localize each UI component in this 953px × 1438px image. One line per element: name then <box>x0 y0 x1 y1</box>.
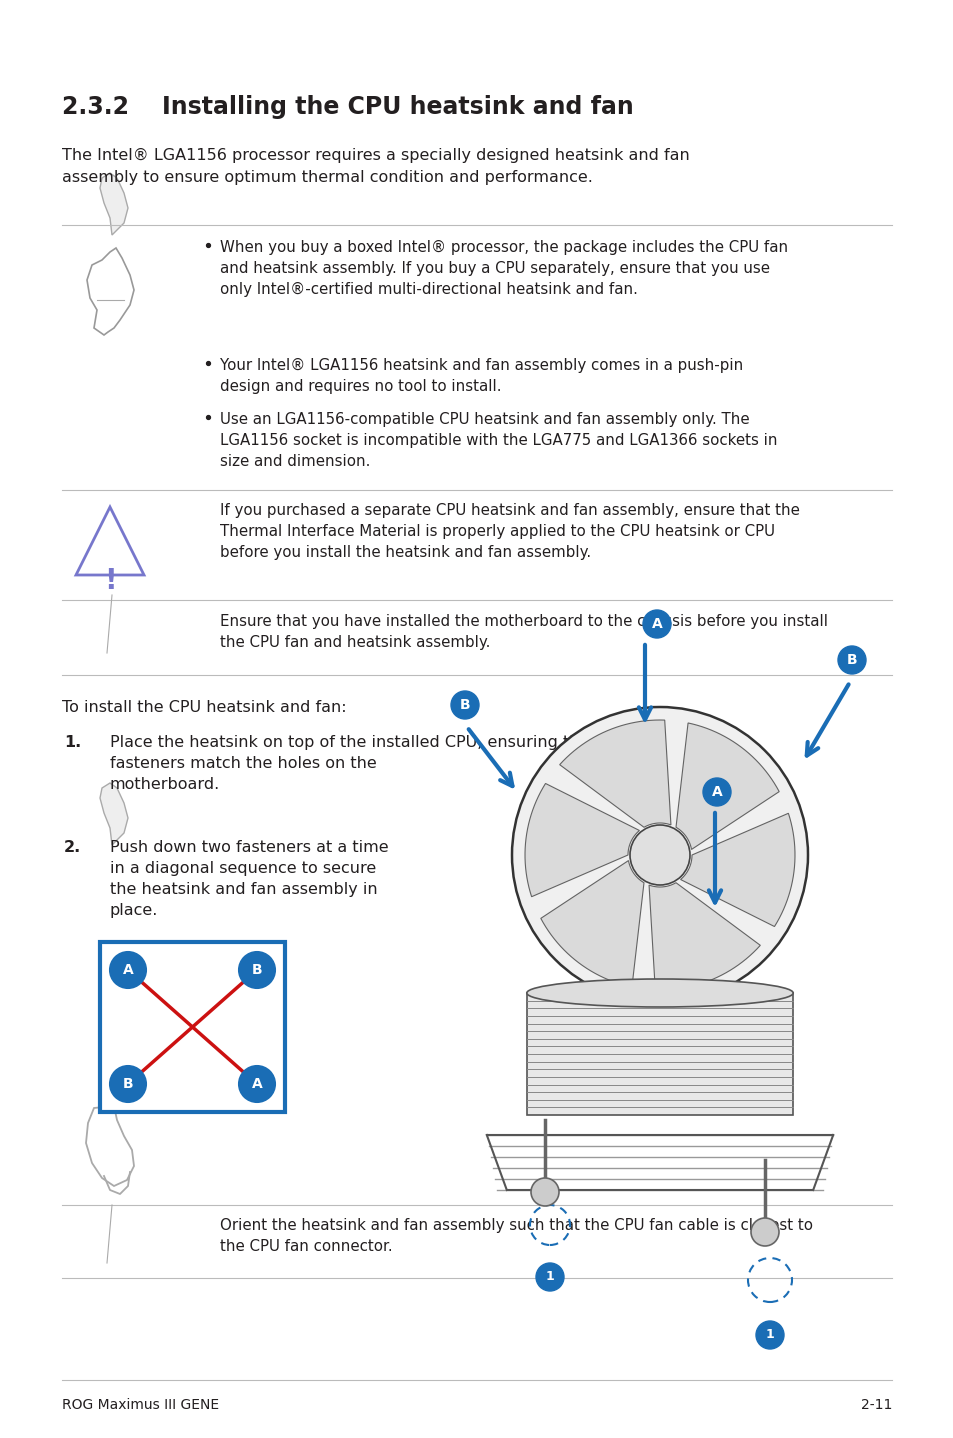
Polygon shape <box>648 883 760 989</box>
Text: Orient the heatsink and fan assembly such that the CPU fan cable is closest to
t: Orient the heatsink and fan assembly suc… <box>220 1218 812 1254</box>
Text: Your Intel® LGA1156 heatsink and fan assembly comes in a push-pin
design and req: Your Intel® LGA1156 heatsink and fan ass… <box>220 358 742 394</box>
Text: 2.: 2. <box>64 840 81 856</box>
Text: ROG Maximus III GENE: ROG Maximus III GENE <box>62 1398 219 1412</box>
Circle shape <box>451 692 478 719</box>
Text: Place the heatsink on top of the installed CPU, ensuring that the four
fasteners: Place the heatsink on top of the install… <box>110 735 664 792</box>
Text: B: B <box>459 697 470 712</box>
Text: 1: 1 <box>765 1329 774 1342</box>
Text: B: B <box>846 653 857 667</box>
Circle shape <box>750 1218 779 1245</box>
Polygon shape <box>540 860 643 986</box>
Circle shape <box>837 646 865 674</box>
Polygon shape <box>559 720 670 827</box>
Text: A: A <box>711 785 721 800</box>
Polygon shape <box>100 173 128 234</box>
Text: To install the CPU heatsink and fan:: To install the CPU heatsink and fan: <box>62 700 346 715</box>
Polygon shape <box>676 723 779 850</box>
Text: A: A <box>252 1077 262 1091</box>
Text: !: ! <box>104 567 116 595</box>
Circle shape <box>239 952 274 988</box>
Text: Push down two fasteners at a time
in a diagonal sequence to secure
the heatsink : Push down two fasteners at a time in a d… <box>110 840 388 917</box>
Text: B: B <box>123 1077 133 1091</box>
Text: 1.: 1. <box>64 735 81 751</box>
Bar <box>526 994 792 1114</box>
Polygon shape <box>100 784 128 846</box>
Circle shape <box>755 1322 783 1349</box>
Text: 2-11: 2-11 <box>860 1398 891 1412</box>
Text: Ensure that you have installed the motherboard to the chassis before you install: Ensure that you have installed the mothe… <box>220 614 827 650</box>
Circle shape <box>239 1066 274 1102</box>
Bar <box>100 942 285 1112</box>
Circle shape <box>531 1178 558 1206</box>
Circle shape <box>110 1066 146 1102</box>
Ellipse shape <box>526 979 792 1007</box>
Circle shape <box>536 1263 563 1291</box>
Text: If you purchased a separate CPU heatsink and fan assembly, ensure that the
Therm: If you purchased a separate CPU heatsink… <box>220 503 799 559</box>
Text: When you buy a boxed Intel® processor, the package includes the CPU fan
and heat: When you buy a boxed Intel® processor, t… <box>220 240 787 298</box>
Text: 2.3.2    Installing the CPU heatsink and fan: 2.3.2 Installing the CPU heatsink and fa… <box>62 95 633 119</box>
Text: A: A <box>123 963 133 976</box>
Circle shape <box>642 610 670 638</box>
Text: 1: 1 <box>545 1271 554 1284</box>
Circle shape <box>512 707 807 1002</box>
Circle shape <box>110 952 146 988</box>
Circle shape <box>702 778 730 807</box>
Polygon shape <box>679 814 794 926</box>
Text: A: A <box>651 617 661 631</box>
Text: The Intel® LGA1156 processor requires a specially designed heatsink and fan
asse: The Intel® LGA1156 processor requires a … <box>62 148 689 186</box>
Text: Use an LGA1156-compatible CPU heatsink and fan assembly only. The
LGA1156 socket: Use an LGA1156-compatible CPU heatsink a… <box>220 413 777 469</box>
Circle shape <box>629 825 689 884</box>
Polygon shape <box>524 784 639 897</box>
Text: B: B <box>252 963 262 976</box>
